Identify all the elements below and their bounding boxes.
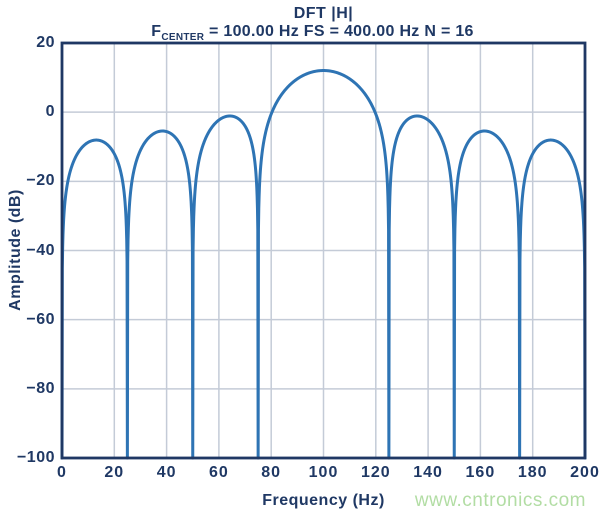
x-tick-label: 60 <box>208 464 229 481</box>
y-tick-label: −100 <box>16 449 55 466</box>
subtitle-center-subscript: CENTER <box>161 32 205 44</box>
x-tick-label: 20 <box>104 464 125 481</box>
x-axis-label: Frequency (Hz) <box>262 492 385 509</box>
chart-title: DFT |H| <box>293 5 354 22</box>
x-tick-label: 40 <box>156 464 177 481</box>
x-tick-label: 0 <box>57 464 67 481</box>
y-tick-label: −20 <box>26 172 55 190</box>
x-tick-label: 100 <box>308 464 339 481</box>
x-tick-label: 180 <box>517 464 548 481</box>
subtitle-f-symbol: F <box>151 23 162 40</box>
chart-subtitle: FCENTER = 100.00 Hz FS = 400.00 Hz N = 1… <box>40 23 585 43</box>
x-tick-label: 120 <box>360 464 391 481</box>
x-tick-label: 140 <box>413 464 443 481</box>
x-tick-label: 160 <box>465 464 496 481</box>
watermark: www.cntronics.com <box>414 490 586 511</box>
x-tick-label: 80 <box>261 464 282 481</box>
y-tick-label: −60 <box>26 310 55 328</box>
y-tick-label: −80 <box>26 379 55 397</box>
y-tick-label: 0 <box>45 103 55 121</box>
subtitle-parameters: = 100.00 Hz FS = 400.00 Hz N = 16 <box>204 23 474 40</box>
x-tick-label: 200 <box>570 464 600 481</box>
y-tick-label: 20 <box>36 34 55 51</box>
y-tick-label: −40 <box>26 241 55 259</box>
